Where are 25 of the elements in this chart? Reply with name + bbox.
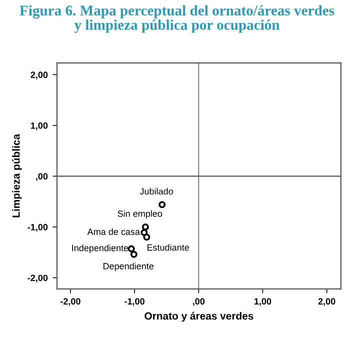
point xyxy=(140,229,148,236)
y-tick-label: 1,00 xyxy=(30,122,48,130)
x-tick-label: 2,00 xyxy=(318,298,336,306)
chart-title: Figura 6. Mapa perceptual del ornato/áreas verdes y limpieza pública por ocupación xyxy=(20,5,334,33)
y-tick-label: -2,00 xyxy=(28,274,48,282)
point xyxy=(130,250,138,258)
annotation: Jubilado xyxy=(140,188,173,195)
annotation: Ama de casa xyxy=(87,228,140,235)
y-tick-label: ,00 xyxy=(36,173,48,181)
y-tick-label: 2,00 xyxy=(30,72,48,80)
x-tick-label: ,00 xyxy=(192,298,205,306)
y-tick-label: -1,00 xyxy=(28,224,48,232)
point xyxy=(128,245,135,252)
annotation: Independiente xyxy=(72,244,128,254)
point xyxy=(143,234,150,241)
x-tick-label: -1,00 xyxy=(124,298,144,306)
x-tick-label: 1,00 xyxy=(254,298,272,306)
point xyxy=(158,201,166,208)
x-axis-title: Ornato y áreas verdes xyxy=(144,312,254,322)
y-axis-title: Limpieza pública xyxy=(12,134,22,218)
annotation: Estudiante xyxy=(147,244,189,251)
point xyxy=(142,223,149,230)
annotation: Dependiente xyxy=(103,262,154,272)
x-tick-label: -2,00 xyxy=(60,298,80,306)
annotation: Sin empleo xyxy=(118,210,162,219)
